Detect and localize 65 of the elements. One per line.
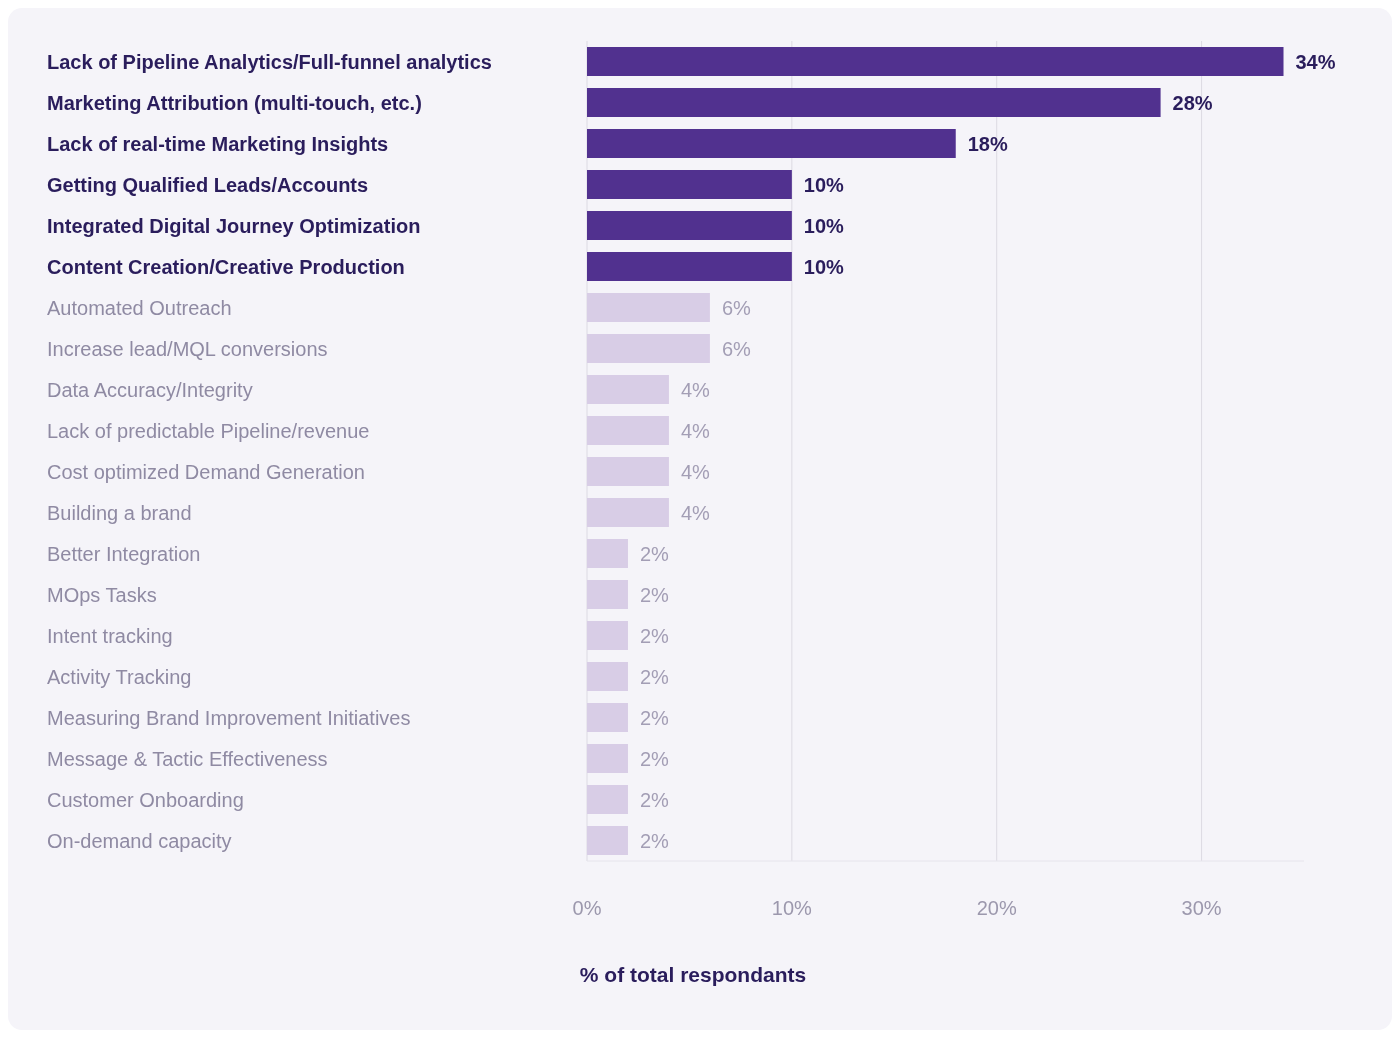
y-tick-label: Getting Qualified Leads/Accounts [47, 173, 369, 196]
bar [587, 334, 710, 363]
x-axis-title: % of total respondants [578, 963, 808, 987]
y-tick-label: Automated Outreach [47, 296, 232, 319]
y-tick-label: Building a brand [47, 501, 192, 524]
bar [587, 580, 628, 609]
data-label: 4% [680, 378, 711, 401]
bar [587, 88, 1161, 117]
data-label: 4% [680, 419, 711, 442]
y-tick-label: Lack of real-time Marketing Insights [47, 132, 389, 155]
y-tick-label: Activity Tracking [47, 665, 192, 688]
bar [587, 621, 628, 650]
y-tick-label: Increase lead/MQL conversions [47, 337, 328, 360]
data-label: 6% [721, 337, 752, 360]
bar [587, 826, 628, 855]
bar [587, 744, 628, 773]
y-tick-label: Customer Onboarding [47, 788, 244, 811]
bar [587, 47, 1284, 76]
bar [587, 703, 628, 732]
data-label: 4% [680, 460, 711, 483]
y-tick-label: Intent tracking [47, 624, 173, 647]
data-label: 2% [639, 624, 670, 647]
bar [587, 498, 669, 527]
data-label: 2% [639, 706, 670, 729]
x-tick-label: 10% [771, 897, 813, 920]
data-label: 10% [803, 255, 845, 278]
x-tick-label: 0% [572, 897, 602, 920]
data-label: 18% [967, 132, 1008, 155]
bar [587, 211, 792, 240]
y-tick-label: Content Creation/Creative Production [47, 255, 405, 278]
y-tick-label: On-demand capacity [47, 829, 232, 852]
y-tick-label: Lack of predictable Pipeline/revenue [47, 419, 370, 442]
bar [587, 293, 710, 322]
data-label: 2% [639, 829, 670, 852]
bar [587, 785, 628, 814]
y-tick-label: Lack of Pipeline Analytics/Full-funnel analytics [47, 50, 492, 73]
data-label: 2% [639, 665, 670, 688]
x-tick-label: 20% [976, 897, 1017, 920]
y-tick-label: MOps Tasks [47, 583, 157, 606]
data-label: 4% [680, 501, 711, 524]
data-label: 2% [639, 583, 670, 606]
bar [587, 375, 669, 404]
data-label: 34% [1295, 50, 1336, 73]
data-label: 2% [639, 542, 670, 565]
data-label: 2% [639, 788, 670, 811]
bar [587, 170, 792, 199]
data-label: 28% [1172, 91, 1213, 114]
x-tick-label: 30% [1181, 897, 1222, 920]
bar [587, 539, 628, 568]
y-tick-label: Integrated Digital Journey Optimization [47, 214, 421, 237]
bar [587, 416, 669, 445]
data-label: 2% [639, 747, 670, 770]
bar [587, 129, 956, 158]
data-label: 6% [721, 296, 752, 319]
y-tick-label: Data Accuracy/Integrity [47, 378, 253, 401]
y-tick-label: Cost optimized Demand Generation [47, 460, 365, 483]
y-tick-label: Better Integration [47, 542, 201, 565]
y-tick-label: Message & Tactic Effectiveness [47, 747, 328, 770]
y-tick-label: Marketing Attribution (multi-touch, etc.) [47, 91, 422, 114]
bar [587, 662, 628, 691]
data-label: 10% [803, 214, 845, 237]
y-tick-label: Measuring Brand Improvement Initiatives [47, 706, 411, 729]
data-label: 10% [803, 173, 845, 196]
bar [587, 252, 792, 281]
bar [587, 457, 669, 486]
